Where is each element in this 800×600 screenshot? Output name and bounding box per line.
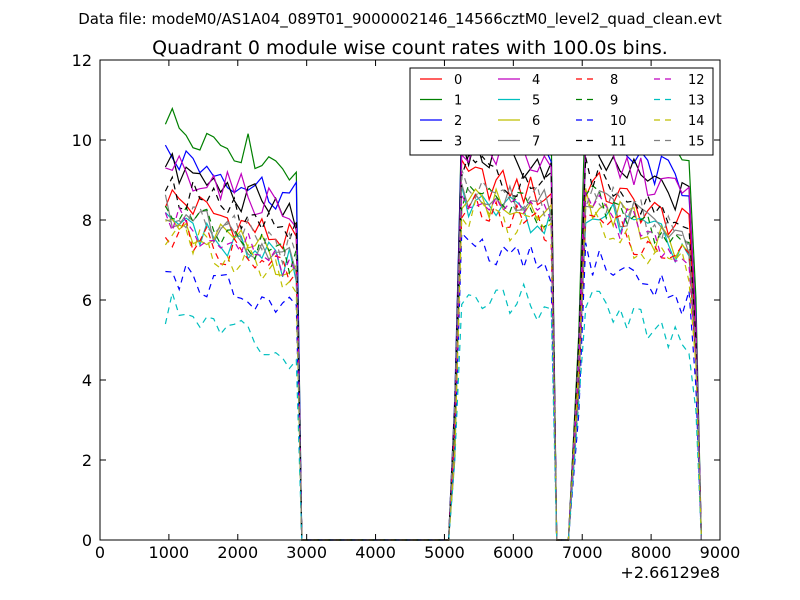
series-line-0 xyxy=(164,157,702,541)
chart-suptitle: Data file: modeM0/AS1A04_089T01_90000021… xyxy=(78,10,722,29)
series-line-13 xyxy=(164,282,702,541)
legend-label-9: 9 xyxy=(610,94,618,109)
x-tick-label: 0 xyxy=(95,543,105,562)
series-line-10 xyxy=(165,231,702,541)
legend-label-12: 12 xyxy=(688,73,705,88)
legend-label-1: 1 xyxy=(454,94,462,109)
ticks-layer: 0 1000 2000 3000 4000 5000 6000 7000 8000 9000 0 2 4… xyxy=(72,51,741,562)
x-tick-label: 1000 xyxy=(149,543,190,562)
legend-box xyxy=(409,67,714,156)
series-line-8 xyxy=(164,193,702,541)
y-tick-label: 10 xyxy=(72,131,92,150)
legend-label-13: 13 xyxy=(688,94,705,109)
legend-label-0: 0 xyxy=(454,73,462,88)
y-tick-label: 8 xyxy=(82,211,92,230)
series-line-14 xyxy=(164,199,702,541)
y-tick-label: 0 xyxy=(82,531,92,550)
y-tick-label: 6 xyxy=(82,291,92,310)
x-tick-label: 8000 xyxy=(631,543,672,562)
y-tick-label: 4 xyxy=(82,371,92,390)
series-layer xyxy=(164,87,702,541)
legend-label-15: 15 xyxy=(688,135,705,150)
legend-label-7: 7 xyxy=(532,135,540,150)
plot-area: 0 1000 2000 3000 4000 5000 6000 7000 8000 9000 0 2 4… xyxy=(72,51,741,562)
legend-label-8: 8 xyxy=(610,73,618,88)
x-tick-label: 6000 xyxy=(493,543,534,562)
legend-label-2: 2 xyxy=(454,114,462,129)
series-line-5 xyxy=(164,184,702,541)
y-tick-label: 12 xyxy=(72,51,92,70)
x-offset-label: +2.66129e8 xyxy=(620,563,720,582)
series-line-9 xyxy=(164,183,702,541)
x-tick-label: 7000 xyxy=(562,543,603,562)
y-tick-label: 2 xyxy=(82,451,92,470)
x-tick-label: 2000 xyxy=(217,543,258,562)
legend-label-14: 14 xyxy=(688,114,705,129)
chart-title: Quadrant 0 module wise count rates with … xyxy=(152,37,668,59)
legend-label-3: 3 xyxy=(454,135,462,150)
legend-label-5: 5 xyxy=(532,94,540,109)
legend-label-6: 6 xyxy=(532,114,540,129)
x-tick-label: 4000 xyxy=(355,543,396,562)
x-tick-label: 9000 xyxy=(700,543,741,562)
series-line-11 xyxy=(164,153,702,541)
legend-label-10: 10 xyxy=(610,114,627,129)
x-tick-label: 3000 xyxy=(286,543,327,562)
legend-label-11: 11 xyxy=(610,135,627,150)
series-line-12 xyxy=(164,191,702,541)
legend-label-4: 4 xyxy=(532,73,540,88)
x-tick-label: 5000 xyxy=(424,543,465,562)
